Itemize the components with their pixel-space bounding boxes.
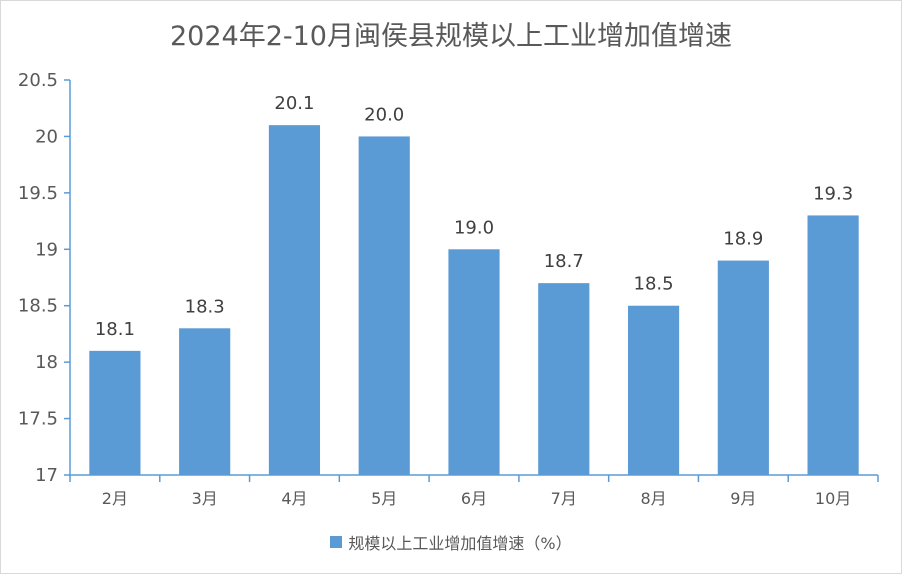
legend-swatch xyxy=(330,536,343,548)
x-tick-label: 9月 xyxy=(730,489,756,508)
data-label: 20.0 xyxy=(364,104,404,125)
bar xyxy=(268,125,321,476)
data-label: 20.1 xyxy=(274,93,314,114)
x-axis: 2月 3月 4月 5月 6月 7月 8月 9月 10月 xyxy=(69,474,879,508)
data-label: 19.0 xyxy=(454,217,494,238)
y-tick-label: 19 xyxy=(35,239,58,260)
chart-title: 2024年2-10月闽侯县规模以上工业增加值增速 xyxy=(170,21,732,52)
data-label: 18.5 xyxy=(634,274,674,295)
y-tick-label: 19.5 xyxy=(18,183,58,204)
x-tick-label: 8月 xyxy=(640,489,666,508)
y-tick-label: 17.5 xyxy=(18,409,58,430)
data-label: 18.7 xyxy=(544,251,584,272)
y-tick-label: 20 xyxy=(35,126,58,147)
y-tick-label: 20.5 xyxy=(18,70,58,91)
x-tick-label: 7月 xyxy=(551,489,577,508)
data-label: 18.9 xyxy=(723,229,763,250)
y-tick-label: 18.5 xyxy=(18,296,58,317)
bar xyxy=(717,260,769,475)
bars xyxy=(89,125,859,476)
data-label: 18.1 xyxy=(95,319,135,340)
legend: 规模以上工业增加值增速（%） xyxy=(0,530,902,554)
x-tick-label: 10月 xyxy=(815,489,851,508)
bar xyxy=(807,215,859,475)
x-tick-label: 5月 xyxy=(371,489,397,508)
bar xyxy=(358,136,410,475)
x-tick-label: 4月 xyxy=(281,489,307,508)
bar xyxy=(627,305,680,475)
x-tick-label: 3月 xyxy=(192,489,218,508)
bar xyxy=(538,283,590,475)
legend-label: 规模以上工业增加值增速（%） xyxy=(348,534,572,553)
data-labels: 18.1 18.3 20.1 20.0 19.0 18.7 18.5 18.9 19.3 xyxy=(95,93,853,340)
bar xyxy=(448,249,500,475)
data-label: 18.3 xyxy=(185,296,225,317)
data-label: 19.3 xyxy=(813,183,853,204)
y-tick-label: 17 xyxy=(35,465,58,486)
x-tick-label: 2月 xyxy=(102,489,128,508)
x-tick-label: 6月 xyxy=(461,489,487,508)
y-axis: 17 17.5 18 18.5 19 19.5 20 20.5 xyxy=(18,70,71,486)
y-tick-label: 18 xyxy=(35,352,58,373)
bar xyxy=(179,328,231,475)
bar xyxy=(89,350,141,475)
